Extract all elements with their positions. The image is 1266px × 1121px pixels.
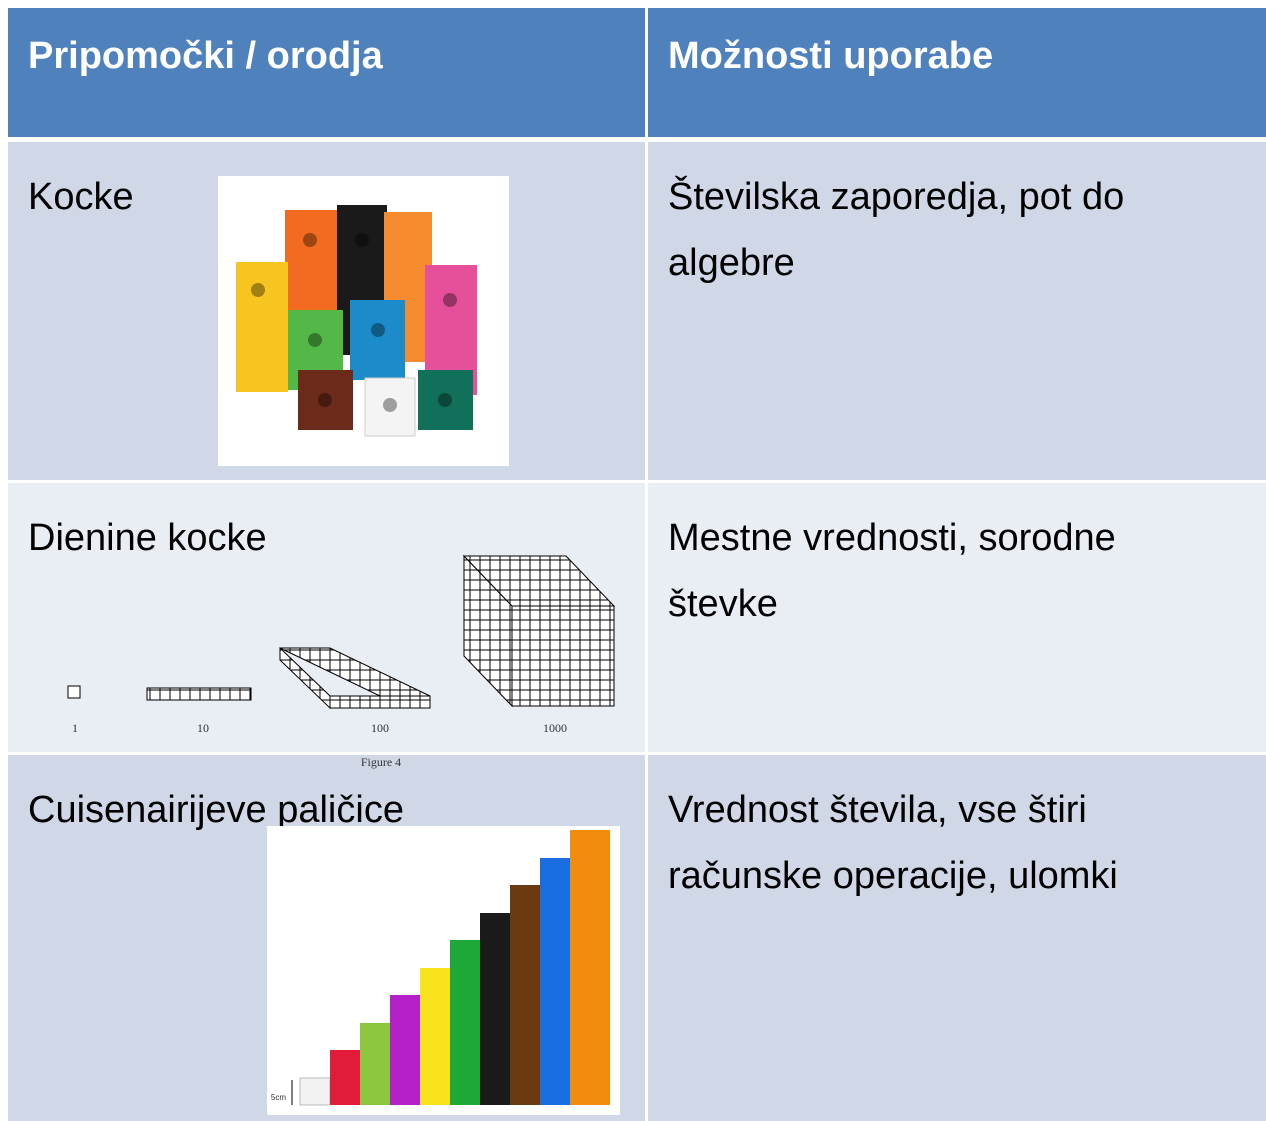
use-cell: Vrednost števila, vse štiri računske ope… (648, 755, 1266, 1121)
tool-cell: Kocke (8, 142, 645, 480)
use-cell: Številska zaporedja, pot do algebre (648, 142, 1266, 480)
use-cell: Mestne vrednosti, sorodne števke (648, 483, 1266, 752)
tool-cell: Cuisenairijeve paličice (8, 755, 645, 1121)
header-cell: Možnosti uporabe (648, 8, 1266, 137)
tool-cell: Dienine kocke (8, 483, 645, 752)
header-cell: Pripomočki / orodja (8, 8, 645, 137)
page: Pripomočki / orodja Možnosti uporabe Koc… (0, 0, 1266, 1121)
